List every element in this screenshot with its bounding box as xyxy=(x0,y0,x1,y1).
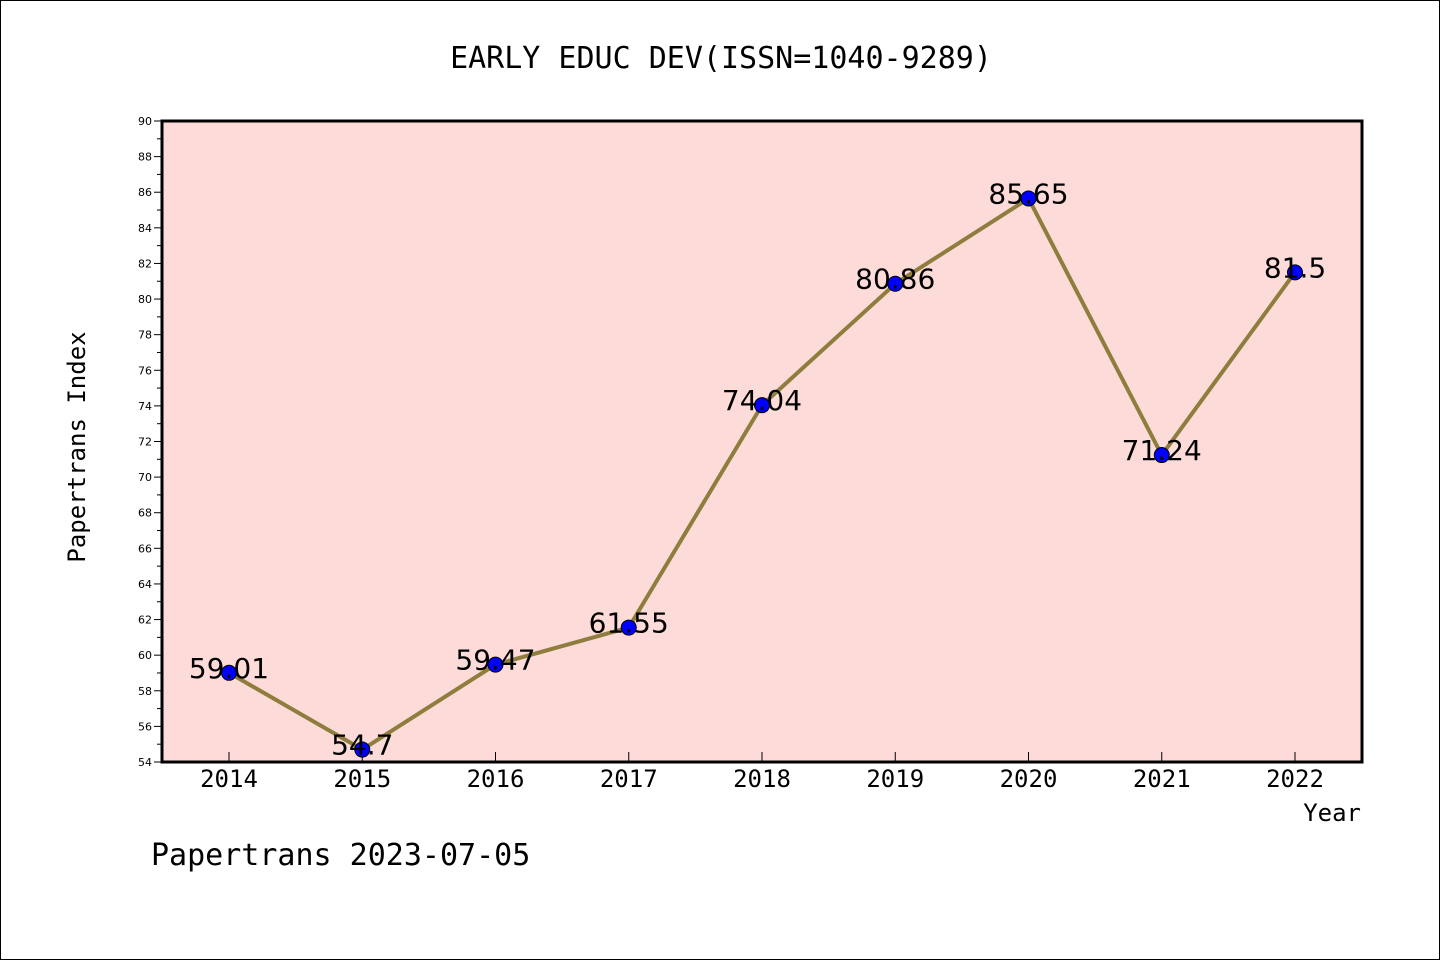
y-axis-ticks: 54 56 58 60 62 64 66 68 70 72 74 76 78 80 82 84 86 88 90 xyxy=(138,115,162,769)
y-tick-label: 62 xyxy=(138,614,152,627)
chart-title: EARLY EDUC DEV(ISSN=1040-9289) xyxy=(450,41,992,76)
data-point xyxy=(754,397,770,414)
y-tick-label: 88 xyxy=(138,151,152,164)
y-tick-label: 82 xyxy=(138,257,152,270)
x-tick-label: 2016 xyxy=(467,765,525,793)
y-tick-label: 72 xyxy=(138,436,152,449)
data-label: 74.04 xyxy=(722,384,802,417)
y-tick-label: 70 xyxy=(138,471,152,484)
data-label: 81.5 xyxy=(1264,251,1326,284)
data-point xyxy=(221,664,237,681)
data-label: 85.65 xyxy=(988,177,1068,210)
y-tick-label: 80 xyxy=(138,293,152,306)
y-tick-label: 76 xyxy=(138,364,152,377)
data-point xyxy=(1020,190,1037,207)
y-tick-label: 78 xyxy=(138,329,152,342)
data-label: 71.24 xyxy=(1122,434,1202,467)
y-tick-label: 74 xyxy=(138,400,152,413)
x-axis-label: Year xyxy=(1303,799,1361,827)
x-axis-ticks: 2014 2015 2016 2017 2018 2019 2020 2021 2022 xyxy=(200,752,1324,793)
data-labels: 59.01 54.7 59.47 61.55 74.04 80.86 85.65 71.24 8… xyxy=(189,177,1326,761)
data-point xyxy=(620,619,637,636)
y-tick-label: 90 xyxy=(138,115,152,128)
data-point xyxy=(887,275,904,292)
x-tick-label: 2019 xyxy=(866,765,924,793)
y-axis-label: Papertrans Index xyxy=(63,331,91,562)
data-label: 80.86 xyxy=(855,263,935,296)
y-tick-label: 64 xyxy=(138,578,152,591)
data-point xyxy=(1153,447,1170,464)
y-tick-label: 84 xyxy=(138,222,152,235)
data-point xyxy=(1287,264,1303,281)
y-tick-label: 58 xyxy=(138,685,152,698)
x-tick-label: 2015 xyxy=(333,765,391,793)
series-points xyxy=(221,190,1303,758)
data-label: 59.47 xyxy=(455,644,535,677)
data-label: 59.01 xyxy=(189,652,269,685)
plot-area xyxy=(160,119,1364,764)
data-point xyxy=(487,656,504,673)
data-point xyxy=(354,741,371,758)
data-label: 61.55 xyxy=(589,607,669,640)
footer-text: Papertrans 2023-07-05 xyxy=(151,838,530,873)
data-label: 54.7 xyxy=(331,729,393,762)
y-tick-label: 60 xyxy=(138,649,152,662)
x-tick-label: 2014 xyxy=(200,765,258,793)
x-tick-label: 2020 xyxy=(1000,765,1058,793)
y-tick-label: 86 xyxy=(138,186,152,199)
x-tick-label: 2017 xyxy=(600,765,658,793)
x-tick-label: 2021 xyxy=(1133,765,1191,793)
x-tick-label: 2018 xyxy=(733,765,791,793)
y-tick-label: 66 xyxy=(138,542,152,555)
x-tick-label: 2022 xyxy=(1266,765,1324,793)
y-tick-label: 68 xyxy=(138,507,152,520)
y-tick-label: 56 xyxy=(138,720,152,733)
y-tick-label: 54 xyxy=(138,756,152,769)
